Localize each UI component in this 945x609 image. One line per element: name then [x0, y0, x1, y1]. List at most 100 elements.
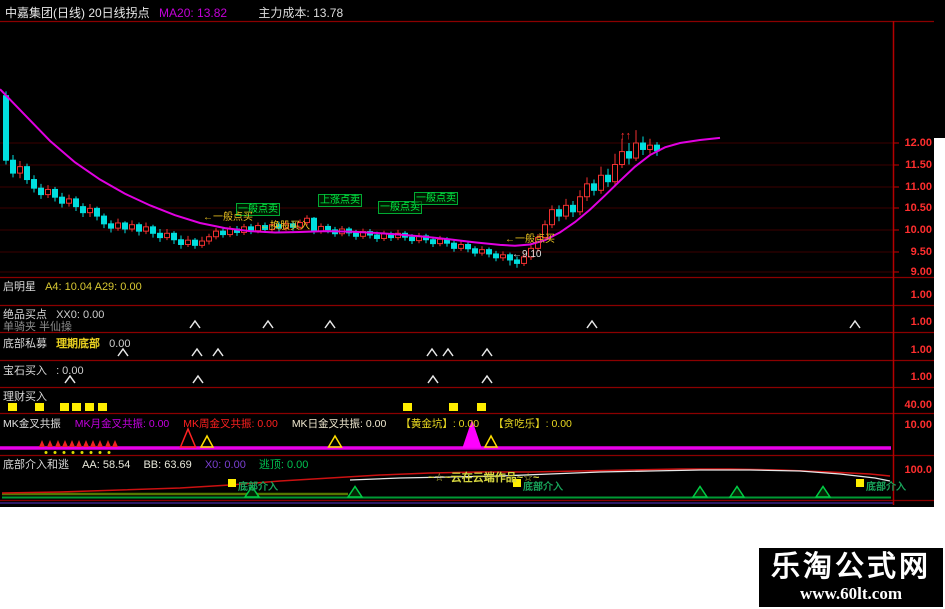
mk-red-mark: [90, 440, 96, 447]
candlestick: [374, 234, 380, 239]
candlestick: [122, 222, 128, 230]
candlestick: [353, 232, 359, 237]
mk-red-mark: [105, 440, 111, 447]
candlestick: [640, 142, 646, 150]
panel-value: : 0.00: [56, 365, 84, 377]
candlestick: [143, 226, 149, 232]
triangle-marker: [462, 419, 482, 448]
green-triangle: [243, 485, 261, 498]
mk-red-mark: [62, 440, 68, 447]
candlestick: [577, 196, 583, 213]
candlestick: [297, 222, 303, 228]
mk-indicator-value: MK月金叉共振: 0.00: [74, 418, 170, 430]
mk-indicator-value: MK周金叉共振: 0.00: [183, 418, 278, 430]
bottom-marker-square: [228, 479, 236, 487]
bottom-marker-square: [856, 479, 864, 487]
caret-mark: [427, 374, 439, 384]
candlestick: [24, 166, 30, 181]
candlestick: [500, 254, 506, 259]
ma20-value: MA20: 13.82: [159, 6, 228, 20]
panel-label: 底部私募: [3, 338, 47, 350]
candlestick: [570, 204, 576, 213]
candlestick: [283, 223, 289, 229]
caret-mark: [481, 347, 493, 357]
panel-dibusimu-row[interactable]: 底部私募 理期底部 0.00: [3, 335, 131, 351]
mk-indicator-value: 【贪吃乐】: 0.00: [493, 418, 572, 430]
candlestick: [521, 256, 527, 264]
candlestick: [409, 236, 415, 242]
mk-yellow-dot: [80, 451, 84, 454]
candlestick: [507, 254, 513, 261]
candlestick: [465, 243, 471, 250]
candlestick: [101, 215, 107, 225]
candlestick: [94, 207, 100, 217]
taoding-value: 逃顶: 0.00: [258, 459, 309, 471]
candlestick: [304, 217, 310, 224]
candlestick: [626, 151, 632, 159]
triangle-marker: [483, 434, 499, 448]
mk-yellow-dot: [107, 451, 111, 454]
candlestick: [220, 230, 226, 236]
candlestick: [472, 248, 478, 254]
candlestick: [45, 188, 51, 196]
candlestick: [619, 151, 625, 166]
candlestick: [605, 174, 611, 183]
candlestick: [115, 222, 121, 229]
candlestick: [38, 187, 44, 196]
caret-mark: [481, 374, 493, 384]
watermark-url: www.60lt.com: [800, 584, 902, 603]
caret-mark: [426, 347, 438, 357]
candlestick: [598, 174, 604, 191]
candlestick: [150, 226, 156, 234]
mk-red-mark: [76, 440, 82, 447]
candlestick: [59, 196, 65, 204]
signal-square: [98, 403, 107, 411]
signal-square: [8, 403, 17, 411]
candlestick: [647, 144, 653, 150]
candlestick: [73, 198, 79, 208]
candlestick: [199, 240, 205, 246]
caret-mark: [324, 319, 336, 329]
mk-yellow-dot: [98, 451, 102, 454]
mk-red-mark: [47, 440, 53, 447]
signal-square: [72, 403, 81, 411]
panel-qimingxing-row[interactable]: 启明星 A4: 10.04 A29: 0.00: [3, 278, 142, 294]
candlestick: [171, 232, 177, 241]
panel-mk-row[interactable]: MK金叉共振 MK月金叉共振: 0.00 MK周金叉共振: 0.00 MK日金叉共振:…: [3, 416, 586, 431]
bb-value: BB: 63.69: [143, 459, 192, 471]
caret-mark: [442, 347, 454, 357]
candlestick: [262, 225, 268, 230]
candlestick: [31, 179, 37, 189]
mk-red-mark: [83, 440, 89, 447]
signal-square: [477, 403, 486, 411]
panel-label: 宝石买入: [3, 365, 47, 377]
panel-licai-row[interactable]: 理财买入: [3, 388, 47, 404]
signal-square: [60, 403, 69, 411]
caret-mark: [849, 319, 861, 329]
candlestick: [563, 204, 569, 217]
panel-value: 0.00: [109, 338, 131, 350]
mk-red-mark: [69, 440, 75, 447]
caret-mark: [192, 374, 204, 384]
mk-yellow-dot: [71, 451, 75, 454]
panel-values: A4: 10.04 A29: 0.00: [45, 281, 142, 293]
bottom-white-line: [349, 469, 891, 482]
candlestick: [178, 239, 184, 245]
green-triangle: [814, 485, 832, 498]
x0-value: X0: 0.00: [204, 459, 246, 471]
mk-yellow-dot: [44, 451, 48, 454]
candlestick: [157, 232, 163, 239]
panel-bottom-row[interactable]: 底部介入和逃 AA: 58.54 BB: 63.69 X0: 0.00 逃顶: …: [3, 456, 318, 472]
chart-canvas[interactable]: [0, 0, 945, 507]
bottom-marker-square: [513, 479, 521, 487]
panel-baoshi-row[interactable]: 宝石买入 : 0.00: [3, 362, 84, 378]
panel-label: 绝品买点: [3, 309, 47, 321]
candlestick: [52, 188, 58, 198]
signal-square: [85, 403, 94, 411]
author-credit: ~☆~云在云端作品~☆~: [428, 472, 540, 484]
candlestick: [486, 249, 492, 255]
candlestick: [66, 198, 72, 204]
panel-juepin-row[interactable]: 绝品买点 XX0: 0.00: [3, 306, 104, 322]
main-cost-value: 主力成本: 13.78: [258, 6, 344, 20]
title-bar: 中嘉集团(日线) 20日线拐点 MA20: 13.82 主力成本: 13.78: [5, 4, 343, 21]
